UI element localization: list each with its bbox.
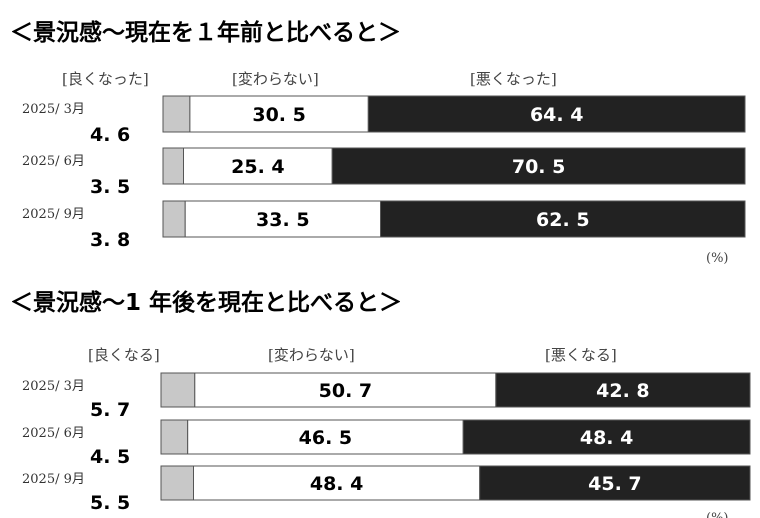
chart-2-bar-same-2 bbox=[187, 419, 464, 455]
chart-2-label-bad-3: 45. 7 bbox=[588, 473, 642, 495]
chart-1-legend-same: [変わらない] bbox=[232, 70, 319, 88]
chart-2-legend-same: [変わらない] bbox=[268, 346, 355, 364]
chart-1-unit: (%) bbox=[706, 251, 729, 266]
chart-1-bar-good-1 bbox=[162, 95, 191, 133]
chart-2-label-good-2: 4. 5 bbox=[90, 446, 130, 468]
chart-1-bar-same-1 bbox=[189, 95, 369, 133]
chart-1-label-bad-1: 64. 4 bbox=[530, 104, 584, 126]
chart-1-title: ＜景況感～現在を１年前と比べると＞ bbox=[10, 19, 401, 46]
chart-1-label-same-2: 25. 4 bbox=[231, 156, 285, 178]
chart-2-bar-same-1 bbox=[194, 372, 497, 408]
chart-1-label-good-2: 3. 5 bbox=[90, 176, 130, 198]
chart-1-label-same-3: 33. 5 bbox=[256, 209, 310, 231]
chart-1-label-same-1: 30. 5 bbox=[252, 104, 306, 126]
chart-1-bar-same-2 bbox=[183, 147, 333, 185]
chart-2-bar-good-2 bbox=[160, 419, 189, 455]
chart-2-label-same-1: 50. 7 bbox=[319, 380, 373, 402]
chart-1-bar-bad-3 bbox=[380, 200, 746, 238]
chart-2-title: ＜景況感～1 年後を現在と比べると＞ bbox=[10, 289, 402, 316]
chart-1-label-good-1: 4. 6 bbox=[90, 124, 130, 146]
chart-1-legend-bad: [悪くなった] bbox=[470, 70, 557, 88]
chart-1-date-3: 2025/ 9月 bbox=[22, 207, 85, 222]
chart-2-legend-good: [良くなる] bbox=[88, 346, 160, 364]
chart-2-date-2: 2025/ 6月 bbox=[22, 426, 85, 441]
chart-2-bar-bad-2 bbox=[462, 419, 751, 455]
chart-2-unit: (%) bbox=[706, 511, 729, 518]
chart-2-bar-good-1 bbox=[160, 372, 196, 408]
chart-1-bar-same-3 bbox=[184, 200, 382, 238]
chart-1-legend-good: [良くなった] bbox=[62, 70, 149, 88]
chart-2-label-same-3: 48. 4 bbox=[310, 473, 364, 495]
chart-1-bar-bad-2 bbox=[331, 147, 746, 185]
chart-2-date-3: 2025/ 9月 bbox=[22, 472, 85, 487]
chart-1-label-bad-3: 62. 5 bbox=[536, 209, 590, 231]
chart-2-label-good-3: 5. 5 bbox=[90, 492, 130, 514]
chart-2-bar-bad-1 bbox=[495, 372, 751, 408]
chart-1-label-bad-2: 70. 5 bbox=[512, 156, 566, 178]
chart-2-bar-bad-3 bbox=[479, 465, 751, 501]
chart-2-bar-good-3 bbox=[160, 465, 194, 501]
chart-1-label-good-3: 3. 8 bbox=[90, 229, 130, 251]
chart-1-date-1: 2025/ 3月 bbox=[22, 102, 85, 117]
chart-2-date-1: 2025/ 3月 bbox=[22, 379, 85, 394]
chart-2-label-good-1: 5. 7 bbox=[90, 399, 130, 421]
chart-2-label-bad-2: 48. 4 bbox=[580, 427, 634, 449]
chart-1-bar-good-2 bbox=[162, 147, 184, 185]
chart-2-legend-bad: [悪くなる] bbox=[545, 346, 617, 364]
chart-1-bar-bad-1 bbox=[367, 95, 746, 133]
chart-1-date-2: 2025/ 6月 bbox=[22, 154, 85, 169]
chart-2-label-bad-1: 42. 8 bbox=[596, 380, 650, 402]
chart-1-bar-good-3 bbox=[162, 200, 186, 238]
chart-2-label-same-2: 46. 5 bbox=[299, 427, 353, 449]
